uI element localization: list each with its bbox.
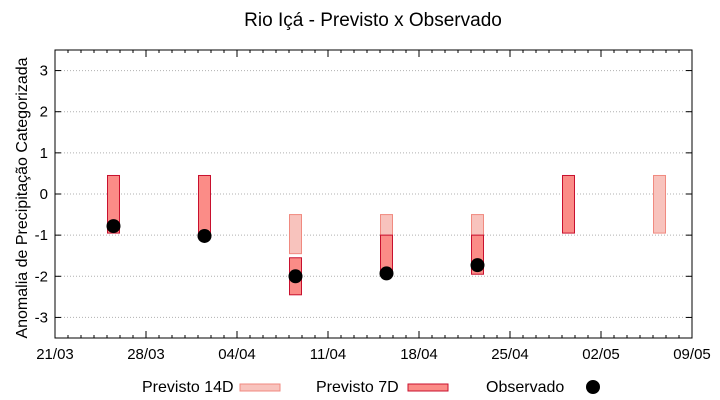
previsto-7d-bar-5 bbox=[562, 174, 575, 234]
legend-label-2: Observado bbox=[486, 379, 564, 396]
x-axis: 21/03 28/03 04/04 11/04 18/04 25/04 02/05 09/05 bbox=[36, 50, 711, 363]
legend-swatch-previsto-14d bbox=[239, 383, 281, 392]
x-tick-label-1: 28/03 bbox=[127, 346, 165, 363]
plot-marks bbox=[106, 174, 666, 296]
y-tick-label-1: -2 bbox=[35, 268, 48, 285]
y-axis-label: Anomalia de Precipitação Categorizada bbox=[14, 57, 31, 338]
observado-point-4 bbox=[470, 258, 485, 273]
legend-swatch-previsto-7d bbox=[407, 383, 449, 392]
y-axis: -3 -2 -1 0 1 2 3 bbox=[35, 63, 692, 326]
observado-point-2 bbox=[288, 269, 303, 284]
y-tick-label-0: -3 bbox=[35, 309, 48, 326]
grid bbox=[55, 70, 692, 318]
y-tick-label-5: 2 bbox=[40, 104, 48, 121]
x-tick-label-4: 18/04 bbox=[400, 346, 438, 363]
legend: Previsto 14D Previsto 7D Observado bbox=[142, 379, 600, 396]
observado-point-0 bbox=[106, 219, 121, 234]
x-tick-label-2: 04/04 bbox=[218, 346, 256, 363]
y-tick-label-6: 3 bbox=[40, 63, 48, 80]
x-tick-label-5: 25/04 bbox=[491, 346, 529, 363]
previsto-7d-bar-1 bbox=[198, 174, 211, 236]
previsto-14d-bar-0 bbox=[289, 214, 302, 255]
observado-point-1 bbox=[197, 228, 212, 243]
y-tick-label-2: -1 bbox=[35, 227, 48, 244]
x-tick-label-6: 02/05 bbox=[582, 346, 620, 363]
previsto-14d-bar-2 bbox=[471, 214, 484, 236]
legend-label-0: Previsto 14D bbox=[142, 379, 234, 396]
observado-point-3 bbox=[379, 266, 394, 281]
y-tick-label-4: 1 bbox=[40, 145, 48, 162]
x-tick-label-3: 11/04 bbox=[310, 346, 346, 363]
x-tick-label-7: 09/05 bbox=[673, 346, 711, 363]
chart-title: Rio Içá - Previsto x Observado bbox=[244, 10, 502, 31]
previsto-14d-bar-3 bbox=[653, 174, 666, 234]
legend-label-1: Previsto 7D bbox=[316, 379, 399, 396]
x-tick-label-0: 21/03 bbox=[36, 346, 74, 363]
previsto-14d-bar-1 bbox=[380, 214, 393, 236]
legend-swatch-observado bbox=[586, 380, 600, 394]
y-tick-label-3: 0 bbox=[40, 186, 48, 203]
